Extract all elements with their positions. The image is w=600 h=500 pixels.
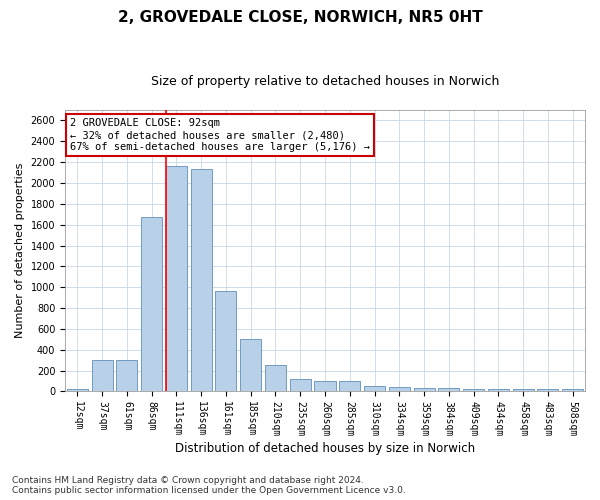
Bar bbox=[314, 381, 335, 392]
Bar bbox=[438, 388, 460, 392]
Bar bbox=[538, 390, 559, 392]
Y-axis label: Number of detached properties: Number of detached properties bbox=[15, 163, 25, 338]
Title: Size of property relative to detached houses in Norwich: Size of property relative to detached ho… bbox=[151, 75, 499, 88]
Bar bbox=[488, 390, 509, 392]
Bar bbox=[364, 386, 385, 392]
Bar bbox=[67, 389, 88, 392]
Bar bbox=[512, 390, 533, 392]
Bar bbox=[290, 379, 311, 392]
Bar bbox=[215, 292, 236, 392]
Bar bbox=[141, 218, 162, 392]
Bar bbox=[92, 360, 113, 392]
Bar bbox=[116, 360, 137, 392]
Text: 2, GROVEDALE CLOSE, NORWICH, NR5 0HT: 2, GROVEDALE CLOSE, NORWICH, NR5 0HT bbox=[118, 10, 482, 25]
Bar bbox=[413, 388, 434, 392]
Text: Contains HM Land Registry data © Crown copyright and database right 2024.
Contai: Contains HM Land Registry data © Crown c… bbox=[12, 476, 406, 495]
Bar bbox=[240, 340, 261, 392]
Bar bbox=[166, 166, 187, 392]
Bar bbox=[339, 381, 360, 392]
Bar bbox=[265, 366, 286, 392]
Bar bbox=[191, 169, 212, 392]
Bar bbox=[389, 388, 410, 392]
X-axis label: Distribution of detached houses by size in Norwich: Distribution of detached houses by size … bbox=[175, 442, 475, 455]
Text: 2 GROVEDALE CLOSE: 92sqm
← 32% of detached houses are smaller (2,480)
67% of sem: 2 GROVEDALE CLOSE: 92sqm ← 32% of detach… bbox=[70, 118, 370, 152]
Bar bbox=[463, 390, 484, 392]
Bar bbox=[562, 389, 583, 392]
